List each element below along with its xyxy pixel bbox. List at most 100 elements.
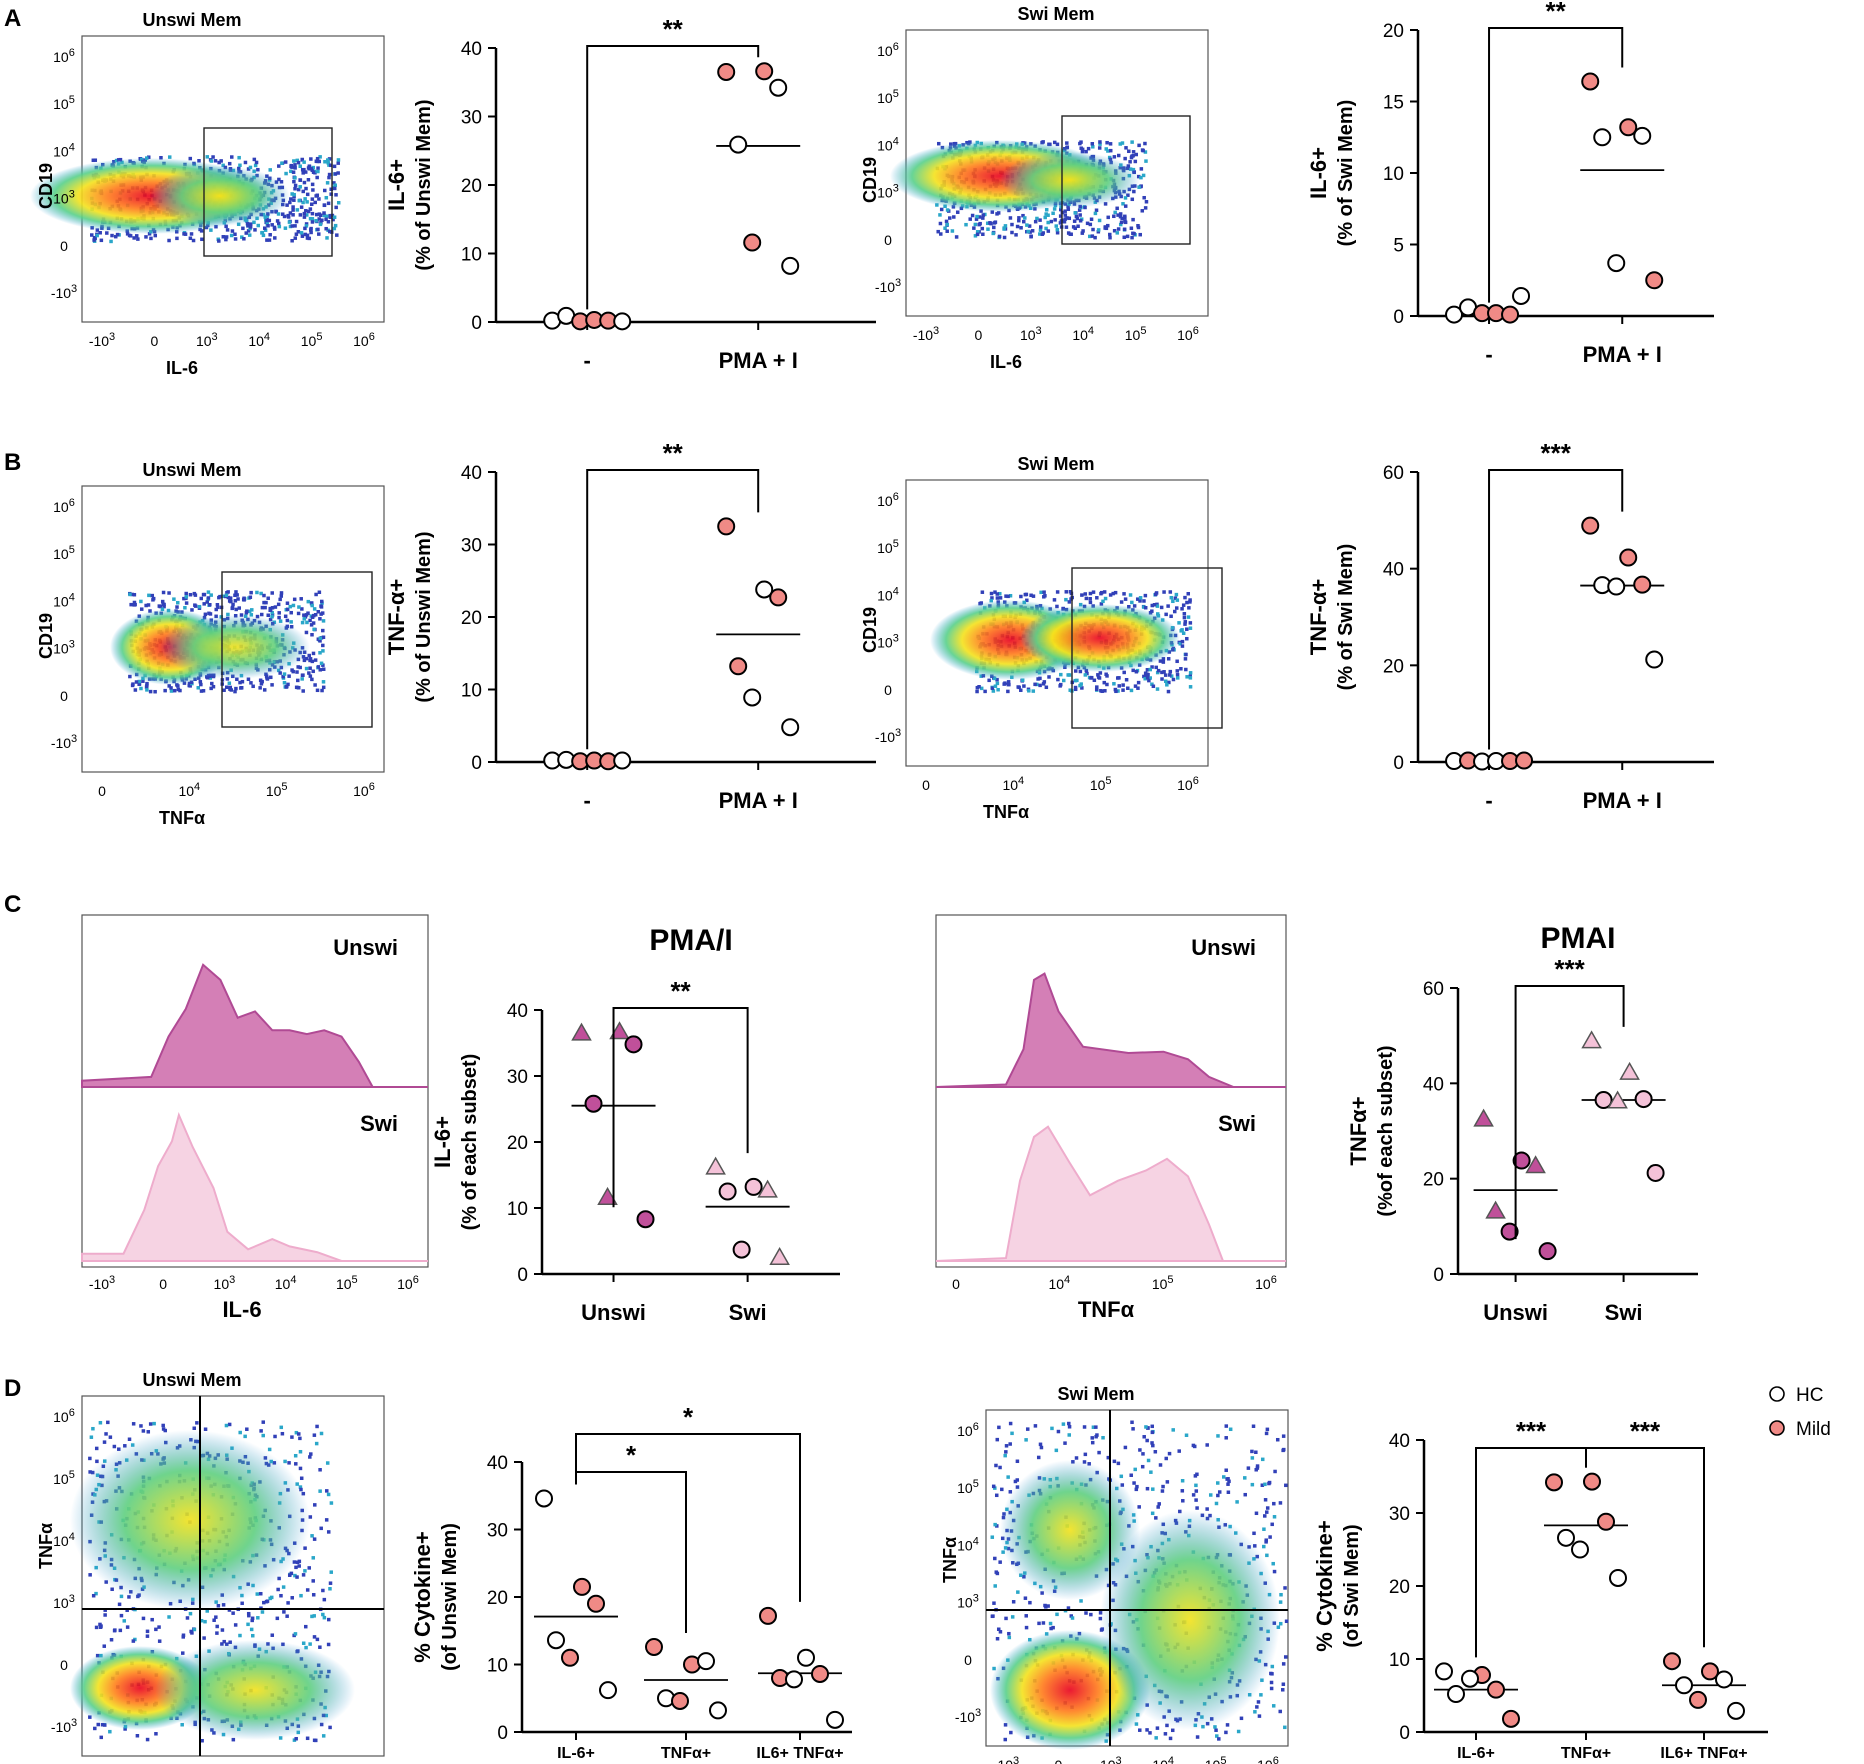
event-dot xyxy=(276,212,281,216)
event-dot xyxy=(1235,1500,1239,1504)
event-dot xyxy=(296,160,301,165)
event-dot xyxy=(1002,226,1006,230)
histogram-xtick-label: 104 xyxy=(275,1274,297,1292)
flow-plot-ylabel: TNFα xyxy=(940,1537,960,1583)
event-dot xyxy=(1177,1449,1181,1453)
event-dot xyxy=(260,231,264,235)
event-dot xyxy=(303,197,307,201)
event-dot xyxy=(1123,196,1128,200)
event-dot xyxy=(90,233,94,237)
event-dot xyxy=(225,228,230,232)
legend-mild-label: Mild xyxy=(1796,1419,1831,1440)
panel-letter-d: D xyxy=(4,1375,21,1402)
event-dot xyxy=(273,236,277,240)
event-dot xyxy=(254,160,259,165)
y-axis-label: IL-6+ xyxy=(430,1116,455,1168)
event-dot xyxy=(1151,1443,1155,1448)
event-dot xyxy=(91,1593,96,1598)
significance-label: *** xyxy=(1630,1416,1661,1446)
event-dot xyxy=(1143,141,1147,146)
flow-ytick-label: 106 xyxy=(53,47,75,65)
event-dot xyxy=(1061,678,1066,683)
event-dot xyxy=(1224,1436,1228,1440)
data-point xyxy=(717,517,736,536)
y-tick-label: 40 xyxy=(461,39,482,60)
event-dot xyxy=(1121,683,1125,687)
event-dot xyxy=(239,686,244,690)
event-dot xyxy=(294,1462,298,1466)
event-dot xyxy=(302,617,306,621)
event-dot xyxy=(195,1421,199,1425)
event-dot xyxy=(1157,1502,1161,1506)
event-dot xyxy=(280,212,285,216)
data-point-triangle xyxy=(1607,1090,1628,1109)
event-dot xyxy=(262,593,266,598)
event-dot xyxy=(336,161,340,165)
event-dot xyxy=(208,676,213,680)
event-dot xyxy=(233,237,238,241)
event-dot xyxy=(1117,684,1122,688)
event-dot xyxy=(237,606,241,610)
event-dot xyxy=(253,163,258,168)
event-dot xyxy=(125,232,130,236)
event-dot xyxy=(1089,217,1094,222)
event-dot xyxy=(1009,1730,1013,1735)
event-dot xyxy=(1260,1457,1265,1462)
histogram-swi-curve xyxy=(81,1111,428,1262)
event-dot xyxy=(1159,605,1164,610)
event-dot xyxy=(1131,668,1135,673)
event-dot xyxy=(283,160,288,164)
event-dot xyxy=(265,217,269,222)
event-dot xyxy=(332,164,337,169)
event-dot xyxy=(88,1456,92,1461)
event-dot xyxy=(211,684,216,689)
event-dot xyxy=(1021,213,1025,218)
data-point xyxy=(1701,1662,1719,1681)
data-point xyxy=(1557,1528,1575,1547)
event-dot xyxy=(236,597,240,601)
event-dot xyxy=(233,232,237,237)
flow-ytick-label: 105 xyxy=(877,88,899,106)
event-dot xyxy=(1224,1730,1228,1735)
event-dot xyxy=(1105,682,1109,687)
y-axis-sublabel: (% of each subset) xyxy=(459,1054,481,1231)
event-dot xyxy=(217,239,221,243)
data-point-triangle xyxy=(1473,1108,1494,1127)
event-dot xyxy=(1094,687,1099,692)
data-point xyxy=(1689,1690,1707,1709)
event-dot xyxy=(1088,222,1093,227)
event-dot xyxy=(169,686,173,690)
x-tick-label: - xyxy=(584,788,591,813)
event-dot xyxy=(200,237,204,242)
y-tick-label: 0 xyxy=(1393,307,1404,328)
event-dot xyxy=(1010,222,1014,227)
data-point xyxy=(1607,577,1626,596)
event-dot xyxy=(1250,1456,1255,1460)
event-dot xyxy=(122,1619,127,1623)
event-dot xyxy=(1123,204,1128,208)
event-dot xyxy=(312,1537,317,1541)
event-dot xyxy=(1095,1433,1099,1437)
event-dot xyxy=(1036,1455,1041,1460)
flow-ytick-label: 105 xyxy=(53,544,75,562)
event-dot xyxy=(318,636,323,640)
event-dot xyxy=(318,668,323,672)
event-dot xyxy=(1108,593,1113,597)
event-dot xyxy=(939,207,944,212)
event-dot xyxy=(303,232,307,237)
event-dot xyxy=(214,607,218,612)
flow-ytick-label: -103 xyxy=(51,283,77,301)
event-dot xyxy=(149,236,153,241)
data-point xyxy=(561,1648,579,1667)
event-dot xyxy=(1195,1735,1200,1739)
data-point xyxy=(811,1664,829,1683)
flow-xtick-label: 0 xyxy=(1055,1757,1063,1764)
event-dot xyxy=(1255,1705,1259,1709)
event-dot xyxy=(112,1444,117,1449)
event-dot xyxy=(1135,1484,1139,1489)
event-dot xyxy=(163,688,167,693)
event-dot xyxy=(1078,602,1083,607)
event-dot xyxy=(104,1432,108,1436)
